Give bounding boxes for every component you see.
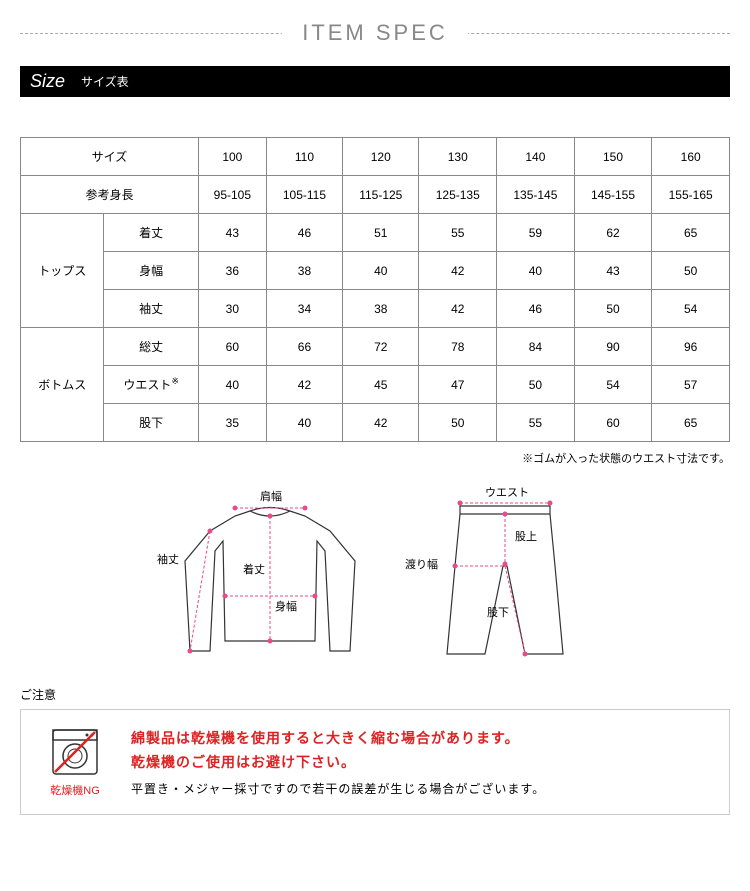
dryer-ng-text: 乾燥機NG [35, 782, 115, 798]
size-heading-bar: Size サイズ表 [20, 66, 730, 97]
label-thigh: 渡り幅 [405, 556, 438, 572]
col-height-label: 参考身長 [21, 176, 199, 214]
label-width: 身幅 [275, 598, 297, 614]
waist-row-label: ウエスト※ [104, 366, 198, 404]
tops-label: トップス [21, 214, 104, 328]
measurement-diagrams: 肩幅 袖丈 着丈 身幅 [20, 486, 730, 666]
pants-icon [415, 486, 595, 666]
table-row: 袖丈 30343842465054 [21, 290, 730, 328]
label-length: 着丈 [243, 561, 265, 577]
table-row: 股下 35404250556065 [21, 404, 730, 442]
size-table: サイズ 100 110 120 130 140 150 160 参考身長 95-… [20, 137, 730, 442]
spec-title: ITEM SPEC [282, 20, 468, 46]
tops-diagram: 肩幅 袖丈 着丈 身幅 [155, 486, 385, 666]
caution-text: 綿製品は乾燥機を使用すると大きく縮む場合があります。 乾燥機のご使用はお避け下さ… [131, 727, 545, 798]
label-waist: ウエスト [485, 484, 529, 500]
waist-note: ※ゴムが入った状態のウエスト寸法です。 [20, 450, 730, 466]
caution-line1: 綿製品は乾燥機を使用すると大きく縮む場合があります。 [131, 727, 545, 751]
table-row: トップス 着丈 43465155596265 [21, 214, 730, 252]
size-heading-jp: サイズ表 [81, 73, 129, 90]
table-row: ウエスト※ 40424547505457 [21, 366, 730, 404]
shirt-icon [155, 486, 385, 666]
section-header: ITEM SPEC [20, 20, 730, 46]
dryer-ng-icon: 乾燥機NG [35, 726, 115, 798]
table-row: ボトムス 総丈 60667278849096 [21, 328, 730, 366]
caution-heading: ご注意 [20, 686, 730, 703]
size-table-wrap: サイズ 100 110 120 130 140 150 160 参考身長 95-… [20, 137, 730, 466]
caution-box: 乾燥機NG 綿製品は乾燥機を使用すると大きく縮む場合があります。 乾燥機のご使用… [20, 709, 730, 815]
table-row: サイズ 100 110 120 130 140 150 160 [21, 138, 730, 176]
label-shoulder: 肩幅 [260, 488, 282, 504]
caution-line2: 乾燥機のご使用はお避け下さい。 [131, 751, 545, 775]
col-size-label: サイズ [21, 138, 199, 176]
label-sleeve: 袖丈 [157, 551, 179, 567]
bottoms-diagram: ウエスト 股上 渡り幅 股下 [415, 486, 595, 666]
table-row: 参考身長 95-105 105-115 115-125 125-135 135-… [21, 176, 730, 214]
bottoms-label: ボトムス [21, 328, 104, 442]
table-row: 身幅 36384042404350 [21, 252, 730, 290]
label-inseam: 股下 [487, 604, 509, 620]
size-heading-en: Size [30, 71, 65, 92]
label-rise: 股上 [515, 528, 537, 544]
caution-line3: 平置き・メジャー採寸ですので若干の誤差が生じる場合がございます。 [131, 780, 545, 797]
